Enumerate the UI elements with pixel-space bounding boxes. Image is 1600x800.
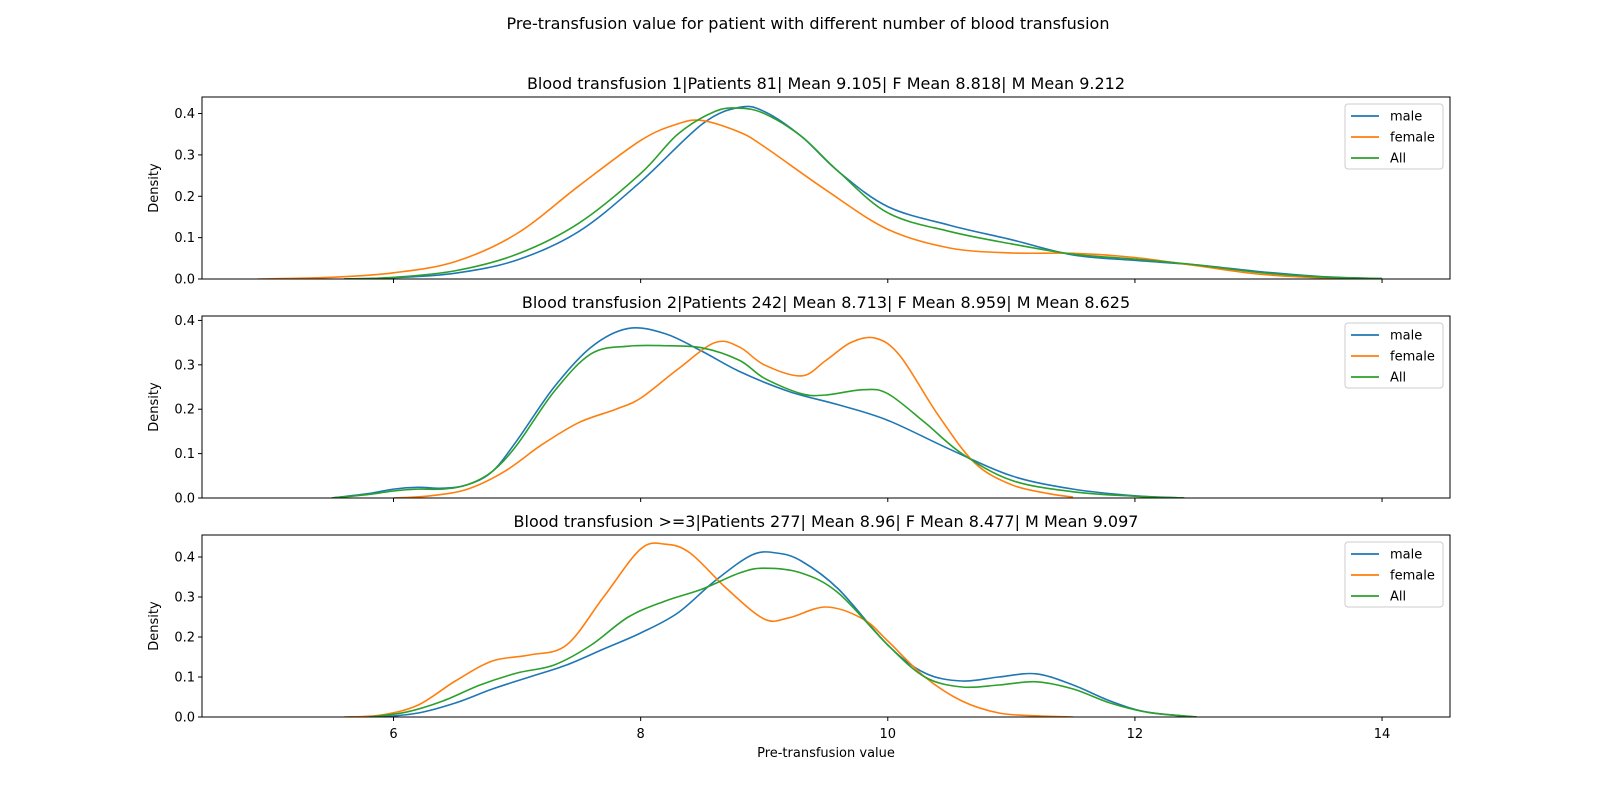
x-tick-label: 8 — [637, 727, 645, 742]
subplot-3: Blood transfusion >=3|Patients 277| Mean… — [147, 512, 1451, 761]
x-tick-label: 14 — [1374, 727, 1391, 742]
y-tick-label: 0.3 — [174, 148, 195, 163]
x-tick-label: 6 — [389, 727, 397, 742]
series-line-female — [393, 336, 1074, 498]
y-tick-label: 0.3 — [174, 358, 195, 373]
series-line-male — [331, 326, 1185, 498]
x-axis-label: Pre-transfusion value — [757, 746, 895, 761]
x-tick-label: 12 — [1127, 727, 1144, 742]
legend-box — [1344, 541, 1444, 608]
subplot-2: Blood transfusion 2|Patients 242| Mean 8… — [147, 293, 1451, 507]
series-line-all — [331, 344, 1185, 498]
legend: male female All — [1344, 103, 1444, 170]
subplot-title: Blood transfusion 2|Patients 242| Mean 8… — [522, 293, 1130, 312]
subplot-1: Blood transfusion 1|Patients 81| Mean 9.… — [147, 74, 1451, 288]
legend: male female All — [1344, 322, 1444, 389]
y-tick-label: 0.4 — [174, 107, 195, 122]
subplot-title: Blood transfusion >=3|Patients 277| Mean… — [514, 512, 1139, 531]
y-tick-label: 0.0 — [174, 273, 195, 288]
series-line-all — [368, 567, 1197, 717]
series-lines — [257, 105, 1383, 279]
subplot-panels: Blood transfusion 1|Patients 81| Mean 9.… — [147, 74, 1451, 761]
legend-entry-female: female — [1390, 131, 1435, 146]
legend-entry-female: female — [1390, 350, 1435, 365]
y-axis-label: Density — [147, 382, 162, 432]
figure-title: Pre-transfusion value for patient with d… — [507, 14, 1110, 33]
y-tick-label: 0.1 — [174, 447, 195, 462]
y-axis-label: Density — [147, 163, 162, 213]
y-tick-label: 0.1 — [174, 671, 195, 686]
series-line-female — [344, 542, 1074, 717]
y-tick-label: 0.0 — [174, 711, 195, 726]
y-tick-label: 0.4 — [174, 551, 195, 566]
legend-entry-male: male — [1390, 329, 1422, 344]
axes-frame — [201, 96, 1451, 280]
axes-frame — [201, 534, 1451, 718]
legend-box — [1344, 103, 1444, 170]
series-line-male — [381, 551, 1197, 717]
subplot-title: Blood transfusion 1|Patients 81| Mean 9.… — [527, 74, 1125, 93]
x-tick-label: 10 — [880, 727, 897, 742]
legend-entry-all: All — [1390, 152, 1406, 167]
legend-entry-male: male — [1390, 110, 1422, 125]
legend-entry-all: All — [1390, 371, 1406, 386]
series-line-female — [257, 119, 1383, 279]
y-tick-label: 0.2 — [174, 190, 195, 205]
legend-entry-female: female — [1390, 569, 1435, 584]
series-lines — [344, 542, 1197, 717]
y-tick-label: 0.3 — [174, 591, 195, 606]
legend-entry-male: male — [1390, 548, 1422, 563]
legend-box — [1344, 322, 1444, 389]
y-tick-label: 0.2 — [174, 403, 195, 418]
y-tick-label: 0.0 — [174, 492, 195, 507]
y-tick-label: 0.2 — [174, 631, 195, 646]
series-line-male — [344, 105, 1383, 279]
y-axis-label: Density — [147, 601, 162, 651]
y-tick-label: 0.1 — [174, 231, 195, 246]
legend-entry-all: All — [1390, 590, 1406, 605]
series-lines — [331, 326, 1185, 498]
legend: male female All — [1344, 541, 1444, 608]
axes-frame — [201, 315, 1451, 499]
series-line-all — [344, 107, 1383, 279]
y-tick-label: 0.4 — [174, 314, 195, 329]
